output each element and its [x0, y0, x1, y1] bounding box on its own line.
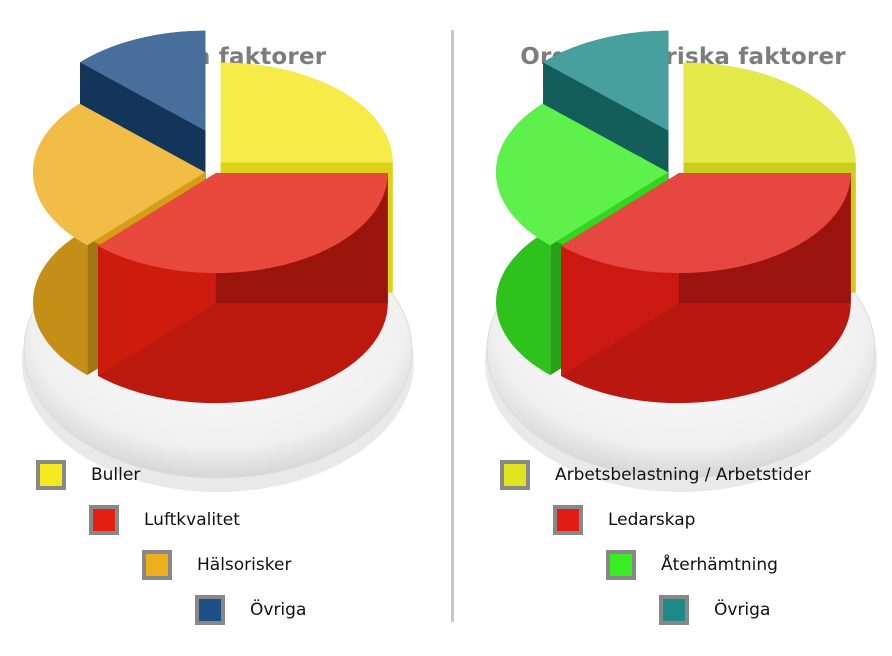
legend-label: Övriga — [714, 600, 771, 620]
chart-panel-fysiska: Fysiska faktorer Buller Luftkvalitet Hälso… — [22, 30, 414, 625]
legend-label: Luftkvalitet — [144, 510, 240, 530]
divider — [451, 30, 454, 622]
legend-label: Ledarskap — [608, 510, 696, 530]
chart-panel-organisatoriska: Organisatoriska faktorer Arbetsbelastnin… — [446, 0, 892, 656]
legend-label: Återhämtning — [661, 555, 778, 575]
pie-chart — [22, 30, 414, 492]
legend-swatch — [195, 595, 225, 625]
legend-swatch — [142, 550, 172, 580]
pie-slice — [98, 173, 388, 404]
legend-label: Övriga — [250, 600, 307, 620]
legend-swatch — [606, 550, 636, 580]
pie-chart — [485, 30, 877, 492]
legend-swatch — [553, 505, 583, 535]
legend-swatch — [36, 460, 66, 490]
legend-swatch — [659, 595, 689, 625]
legend-label: Hälsorisker — [197, 555, 292, 575]
legend-label: Arbetsbelastning / Arbetstider — [555, 465, 811, 485]
legend-swatch — [89, 505, 119, 535]
legend-label: Buller — [91, 465, 141, 485]
pie-slice — [561, 173, 851, 404]
legend-swatch — [500, 460, 530, 490]
